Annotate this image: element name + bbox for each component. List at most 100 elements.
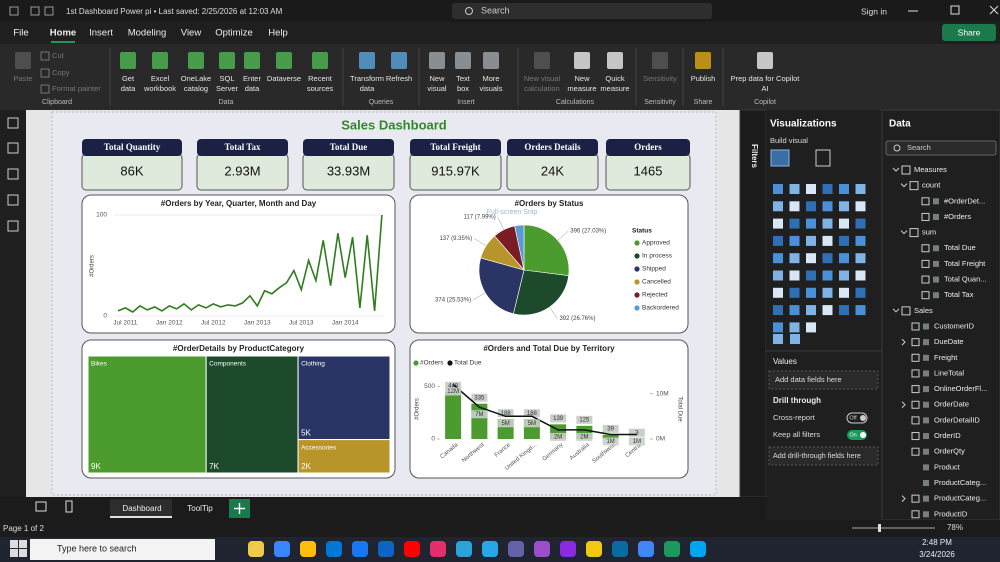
visual-type-icon[interactable]	[855, 287, 866, 298]
ribbon-button-label[interactable]: New	[429, 74, 445, 83]
visual-type-icon[interactable]	[806, 270, 816, 281]
ribbon-button-label[interactable]: Server	[216, 84, 239, 93]
visual-type-icon[interactable]	[806, 235, 816, 246]
field-name[interactable]: OrderQty	[934, 447, 965, 456]
visual-type-icon[interactable]	[773, 253, 783, 264]
taskbar-app[interactable]	[248, 541, 264, 557]
ribbon-button-label[interactable]: Prep data for Copilot	[731, 74, 801, 83]
field-name[interactable]: OnlineOrderFl...	[934, 384, 987, 393]
field-name[interactable]: #Orders	[944, 212, 971, 221]
menu-tab[interactable]: Help	[268, 28, 288, 39]
visual-type-icon[interactable]	[806, 287, 816, 298]
field-checkbox[interactable]	[911, 369, 920, 378]
visual-type-icon[interactable]	[855, 201, 866, 212]
field-name[interactable]: Product	[934, 462, 961, 471]
field-checkbox[interactable]	[911, 385, 920, 394]
field-name[interactable]: CustomerID	[934, 321, 975, 330]
taskbar-app[interactable]	[638, 541, 654, 557]
filters-label[interactable]: Filters	[750, 144, 759, 169]
ribbon-button-label[interactable]: data	[360, 84, 375, 93]
taskbar-app[interactable]	[352, 541, 368, 557]
field-checkbox[interactable]	[921, 275, 930, 284]
visual-type-icon[interactable]	[773, 305, 783, 316]
field-checkbox[interactable]	[911, 494, 920, 503]
visual-type-icon[interactable]	[789, 184, 800, 194]
field-well[interactable]	[768, 446, 879, 466]
ribbon-button-label[interactable]: Get	[122, 74, 135, 83]
field-well[interactable]	[768, 370, 879, 390]
visual-type-icon[interactable]	[839, 235, 849, 246]
visual-type-icon[interactable]	[806, 322, 816, 333]
field-checkbox[interactable]	[911, 447, 920, 456]
visual-type-icon[interactable]	[855, 235, 866, 246]
visual-type-icon[interactable]	[855, 270, 866, 281]
ribbon-button-label[interactable]: data	[245, 84, 260, 93]
visual-type-icon[interactable]	[773, 322, 783, 333]
ribbon-button-label[interactable]: Quick	[605, 74, 624, 83]
nav-icon[interactable]	[7, 194, 19, 206]
table-name[interactable]: Measures	[914, 165, 947, 174]
field-name[interactable]: OrderID	[934, 431, 961, 440]
ribbon-button-label[interactable]: data	[121, 84, 136, 93]
visual-type-icon[interactable]	[855, 305, 866, 316]
taskbar-app[interactable]	[534, 541, 550, 557]
collapse-chevron[interactable]	[892, 308, 900, 313]
visual-type-icon[interactable]	[789, 270, 800, 281]
taskbar-app[interactable]	[430, 541, 446, 557]
ribbon-button-label[interactable]: AI	[761, 84, 768, 93]
ribbon-button-label[interactable]: Copy	[52, 68, 70, 77]
field-checkbox[interactable]	[921, 197, 930, 206]
visual-type-icon[interactable]	[839, 253, 849, 264]
start-button[interactable]	[10, 540, 27, 557]
visual-type-icon[interactable]	[822, 235, 833, 246]
quick-access-icon[interactable]	[9, 6, 19, 16]
field-checkbox[interactable]	[921, 291, 930, 300]
visual-type-icon[interactable]	[855, 218, 866, 229]
visual-type-icon[interactable]	[773, 235, 783, 246]
expand-chevron[interactable]	[901, 495, 906, 503]
visual-type-icon[interactable]	[806, 184, 816, 194]
sign-in[interactable]: Sign in	[861, 6, 887, 16]
ribbon-button-label[interactable]: New	[574, 74, 590, 83]
visual-type-icon[interactable]	[773, 287, 783, 298]
taskbar-app[interactable]	[508, 541, 524, 557]
ribbon-button-label[interactable]: measure	[600, 84, 629, 93]
nav-icon[interactable]	[7, 142, 19, 154]
field-name[interactable]: Total Freight	[944, 259, 986, 268]
table-name[interactable]: count	[922, 181, 941, 190]
visual-type-icon[interactable]	[839, 305, 849, 316]
field-checkbox[interactable]	[911, 416, 920, 425]
ribbon-button-label[interactable]: More	[482, 74, 499, 83]
custom-visual-icon[interactable]	[773, 334, 783, 344]
visual-type-icon[interactable]	[822, 305, 833, 316]
ribbon-button-label[interactable]: Publish	[691, 74, 716, 83]
quick-access-icon[interactable]	[30, 6, 40, 16]
window-controls[interactable]	[908, 5, 999, 15]
ribbon-button-label[interactable]: Text	[456, 74, 471, 83]
visual-type-icon[interactable]	[806, 201, 816, 212]
taskbar-app[interactable]	[482, 541, 498, 557]
field-well-placeholder[interactable]: Add drill-through fields here	[773, 451, 861, 460]
ribbon-button-label[interactable]: Format painter	[52, 84, 101, 93]
field-name[interactable]: #OrderDet...	[944, 196, 985, 205]
taskbar-app[interactable]	[378, 541, 394, 557]
visual-type-icon[interactable]	[789, 322, 800, 333]
ribbon-button-label[interactable]: SQL	[219, 74, 234, 83]
visual-type-icon[interactable]	[822, 253, 833, 264]
visual-type-icon[interactable]	[773, 184, 783, 194]
field-checkbox[interactable]	[911, 353, 920, 362]
menu-tab[interactable]: View	[181, 28, 202, 39]
custom-visual-icon[interactable]	[790, 334, 800, 344]
visual-type-icon[interactable]	[839, 270, 849, 281]
ribbon-button-label[interactable]: Recent	[308, 74, 333, 83]
share-label[interactable]: Share	[958, 27, 981, 37]
field-name[interactable]: OrderDetailID	[934, 415, 980, 424]
ribbon-button-label[interactable]: OneLake	[181, 74, 211, 83]
field-checkbox[interactable]	[921, 259, 930, 268]
nav-icon[interactable]	[7, 168, 19, 180]
visual-type-icon[interactable]	[773, 218, 783, 229]
ribbon-button-label[interactable]: box	[457, 84, 469, 93]
ribbon-button-label[interactable]: catalog	[184, 84, 208, 93]
ribbon-button-label[interactable]: Excel	[151, 74, 170, 83]
visual-type-icon[interactable]	[773, 201, 783, 212]
